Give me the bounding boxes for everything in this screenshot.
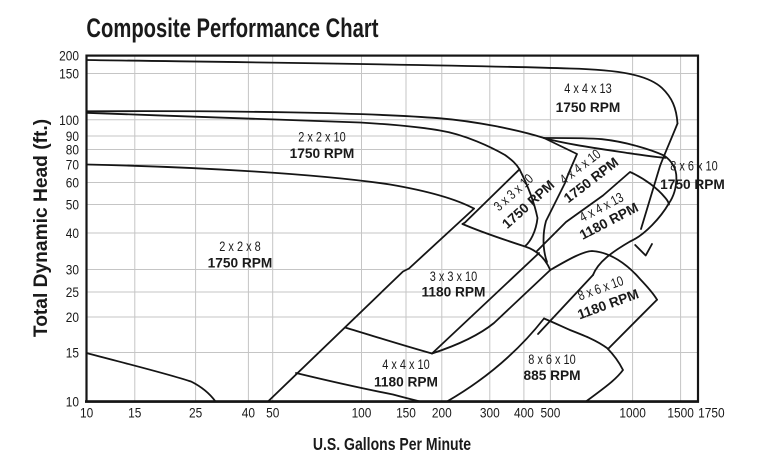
svg-text:1750 RPM: 1750 RPM — [208, 255, 273, 270]
svg-text:300: 300 — [480, 404, 500, 420]
svg-text:25: 25 — [66, 284, 79, 300]
svg-text:20: 20 — [66, 309, 79, 325]
svg-text:Total Dynamic Head (ft.): Total Dynamic Head (ft.) — [31, 119, 52, 337]
svg-text:U.S. Gallons Per Minute: U.S. Gallons Per Minute — [313, 434, 471, 454]
svg-text:10: 10 — [80, 404, 93, 420]
svg-text:100: 100 — [59, 112, 79, 128]
svg-text:1000: 1000 — [619, 404, 645, 420]
svg-text:15: 15 — [66, 345, 79, 361]
svg-text:15: 15 — [128, 404, 141, 420]
svg-text:90: 90 — [66, 128, 79, 144]
svg-text:1500: 1500 — [667, 404, 693, 420]
svg-text:150: 150 — [59, 66, 79, 82]
svg-text:8 x 6 x 10: 8 x 6 x 10 — [528, 352, 576, 367]
svg-text:4 x 4 x 13: 4 x 4 x 13 — [564, 81, 612, 96]
svg-text:50: 50 — [266, 404, 279, 420]
svg-text:1750 RPM: 1750 RPM — [556, 100, 621, 115]
svg-text:400: 400 — [514, 404, 534, 420]
svg-text:50: 50 — [66, 197, 79, 213]
svg-text:8 x 6 x 10: 8 x 6 x 10 — [670, 158, 718, 173]
svg-text:1180 RPM: 1180 RPM — [374, 374, 438, 389]
svg-text:Composite Performance Chart: Composite Performance Chart — [86, 13, 378, 44]
svg-text:1750 RPM: 1750 RPM — [290, 146, 355, 161]
svg-text:100: 100 — [352, 404, 372, 420]
svg-text:10: 10 — [66, 394, 79, 410]
svg-text:500: 500 — [540, 404, 560, 420]
svg-text:4 x 4 x 10: 4 x 4 x 10 — [382, 357, 430, 372]
svg-text:1750: 1750 — [698, 404, 724, 420]
svg-text:25: 25 — [189, 404, 202, 420]
svg-text:40: 40 — [66, 225, 79, 241]
svg-text:885 RPM: 885 RPM — [523, 368, 580, 383]
svg-text:200: 200 — [432, 404, 452, 420]
svg-text:40: 40 — [242, 404, 255, 420]
svg-text:2 x 2 x 8: 2 x 2 x 8 — [219, 239, 260, 254]
svg-text:70: 70 — [66, 157, 79, 173]
svg-text:1180 RPM: 1180 RPM — [422, 285, 486, 300]
svg-text:30: 30 — [66, 262, 79, 278]
svg-text:200: 200 — [59, 48, 79, 64]
svg-text:150: 150 — [396, 404, 416, 420]
svg-text:1750 RPM: 1750 RPM — [660, 177, 725, 192]
svg-text:2 x 2 x 10: 2 x 2 x 10 — [298, 129, 346, 144]
svg-text:60: 60 — [66, 175, 79, 191]
svg-text:80: 80 — [66, 142, 79, 158]
svg-text:3 x 3 x 10: 3 x 3 x 10 — [430, 269, 478, 284]
